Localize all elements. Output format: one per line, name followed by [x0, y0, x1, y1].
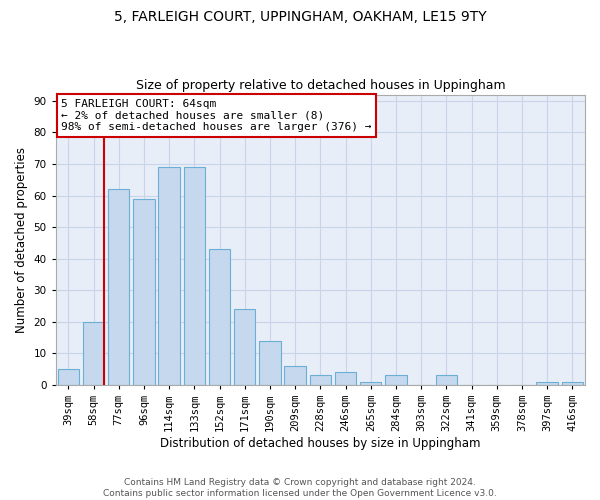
Bar — [310, 376, 331, 385]
Bar — [133, 198, 155, 385]
Bar — [284, 366, 306, 385]
Bar — [436, 376, 457, 385]
Text: 5 FARLEIGH COURT: 64sqm
← 2% of detached houses are smaller (8)
98% of semi-deta: 5 FARLEIGH COURT: 64sqm ← 2% of detached… — [61, 99, 371, 132]
Bar — [158, 167, 180, 385]
Bar — [385, 376, 407, 385]
Bar — [335, 372, 356, 385]
Y-axis label: Number of detached properties: Number of detached properties — [15, 146, 28, 332]
Bar — [209, 249, 230, 385]
Text: 5, FARLEIGH COURT, UPPINGHAM, OAKHAM, LE15 9TY: 5, FARLEIGH COURT, UPPINGHAM, OAKHAM, LE… — [113, 10, 487, 24]
Text: Contains HM Land Registry data © Crown copyright and database right 2024.
Contai: Contains HM Land Registry data © Crown c… — [103, 478, 497, 498]
Title: Size of property relative to detached houses in Uppingham: Size of property relative to detached ho… — [136, 79, 505, 92]
Bar — [536, 382, 558, 385]
Bar — [184, 167, 205, 385]
Bar — [234, 309, 256, 385]
Bar — [259, 340, 281, 385]
Bar — [108, 189, 130, 385]
Bar — [562, 382, 583, 385]
X-axis label: Distribution of detached houses by size in Uppingham: Distribution of detached houses by size … — [160, 437, 481, 450]
Bar — [58, 369, 79, 385]
Bar — [83, 322, 104, 385]
Bar — [360, 382, 382, 385]
